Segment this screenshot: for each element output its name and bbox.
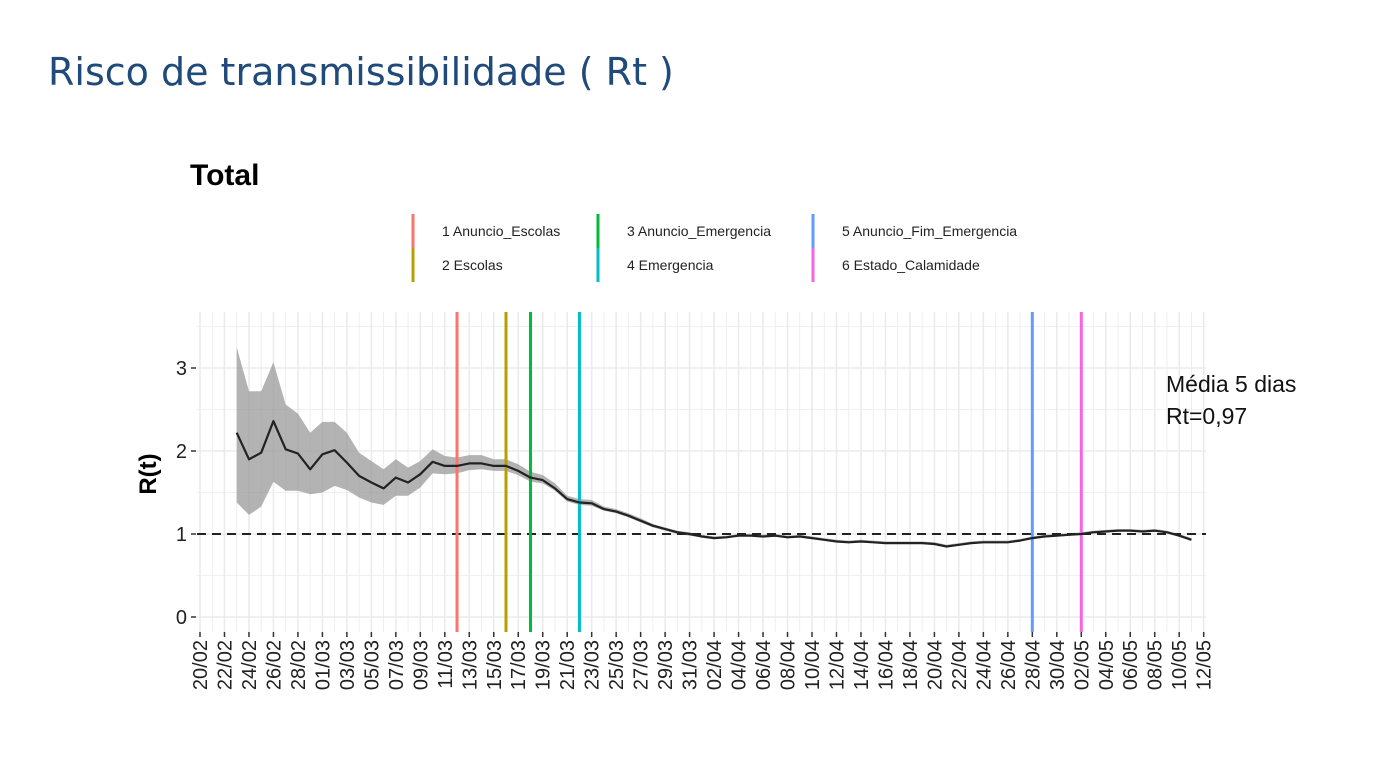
x-tick-label: 04/05 bbox=[1096, 640, 1118, 690]
x-tick-label: 11/03 bbox=[435, 640, 457, 689]
x-tick-label: 19/03 bbox=[533, 640, 555, 690]
average-note: Média 5 dias Rt=0,97 bbox=[1166, 368, 1296, 432]
x-tick-label: 07/03 bbox=[386, 640, 408, 690]
x-tick-label: 02/04 bbox=[704, 640, 726, 690]
x-tick-label: 05/03 bbox=[361, 640, 383, 690]
x-tick-label: 16/04 bbox=[875, 640, 897, 690]
x-tick-label: 23/03 bbox=[582, 640, 604, 690]
x-tick-label: 22/04 bbox=[949, 640, 971, 690]
y-axis-label: R(t) bbox=[135, 453, 162, 494]
x-tick-label: 03/03 bbox=[337, 640, 359, 690]
x-tick-label: 10/04 bbox=[802, 640, 824, 690]
event-lines bbox=[455, 312, 1083, 632]
x-tick-label: 28/02 bbox=[288, 640, 310, 690]
x-tick-label: 08/04 bbox=[778, 640, 800, 690]
x-tick-label: 25/03 bbox=[606, 640, 628, 690]
legend: 1 Anuncio_Escolas 2 Escolas 3 Anuncio_Emer… bbox=[411, 214, 1017, 282]
x-tick-label: 27/03 bbox=[631, 640, 653, 690]
legend-label: 6 Estado_Calamidade bbox=[842, 257, 980, 273]
x-tick-label: 08/05 bbox=[1145, 640, 1167, 690]
x-tick-label: 10/05 bbox=[1169, 640, 1191, 690]
x-tick-label: 04/04 bbox=[729, 640, 751, 690]
x-tick-label: 06/04 bbox=[753, 640, 775, 690]
x-tick-label: 02/05 bbox=[1071, 640, 1093, 690]
legend-label: 3 Anuncio_Emergencia bbox=[627, 223, 771, 239]
x-tick-label: 17/03 bbox=[508, 640, 530, 690]
y-tick-label: 0 bbox=[176, 607, 187, 629]
x-tick-label: 31/03 bbox=[680, 640, 702, 690]
y-tick-label: 3 bbox=[176, 358, 187, 380]
x-tick-label: 26/04 bbox=[998, 640, 1020, 690]
x-tick-label: 24/02 bbox=[239, 640, 261, 690]
legend-label: 1 Anuncio_Escolas bbox=[442, 223, 560, 239]
y-tick-label: 1 bbox=[176, 524, 187, 546]
rt-line bbox=[235, 420, 1192, 548]
x-tick-label: 12/05 bbox=[1194, 640, 1216, 690]
x-tick-label: 18/04 bbox=[900, 640, 922, 690]
y-tick-label: 2 bbox=[176, 441, 187, 463]
x-tick-label: 01/03 bbox=[312, 640, 334, 690]
legend-label: 2 Escolas bbox=[442, 257, 503, 273]
average-note-value: Rt=0,97 bbox=[1166, 403, 1248, 429]
x-tick-label: 26/02 bbox=[263, 640, 285, 690]
x-tick-label: 30/04 bbox=[1047, 640, 1069, 690]
x-tick-label: 28/04 bbox=[1022, 640, 1044, 690]
x-tick-label: 13/03 bbox=[459, 640, 481, 690]
x-tick-label: 14/04 bbox=[851, 640, 873, 690]
x-tick-label: 29/03 bbox=[655, 640, 677, 690]
y-axis: 0 1 2 3 bbox=[176, 358, 196, 629]
x-tick-label: 22/02 bbox=[214, 640, 236, 690]
x-tick-label: 20/04 bbox=[924, 640, 946, 690]
legend-label: 4 Emergencia bbox=[627, 257, 714, 273]
rt-line-group bbox=[235, 420, 1192, 548]
x-tick-label: 12/04 bbox=[826, 640, 848, 690]
x-axis: 20/02 22/02 24/02 26/02 28/02 01/03 03/03 05/03… bbox=[190, 632, 1216, 690]
average-note-label: Média 5 dias bbox=[1166, 371, 1297, 397]
x-tick-label: 20/02 bbox=[190, 640, 212, 690]
chart-title: Total bbox=[190, 159, 259, 192]
x-tick-label: 21/03 bbox=[557, 640, 579, 690]
legend-label: 5 Anuncio_Fim_Emergencia bbox=[842, 223, 1017, 239]
x-tick-label: 06/05 bbox=[1120, 640, 1142, 690]
x-tick-label: 15/03 bbox=[484, 640, 506, 690]
x-tick-label: 24/04 bbox=[973, 640, 995, 690]
x-tick-label: 09/03 bbox=[410, 640, 432, 690]
slide-title: Risco de transmissibilidade ( Rt ) bbox=[48, 50, 674, 94]
